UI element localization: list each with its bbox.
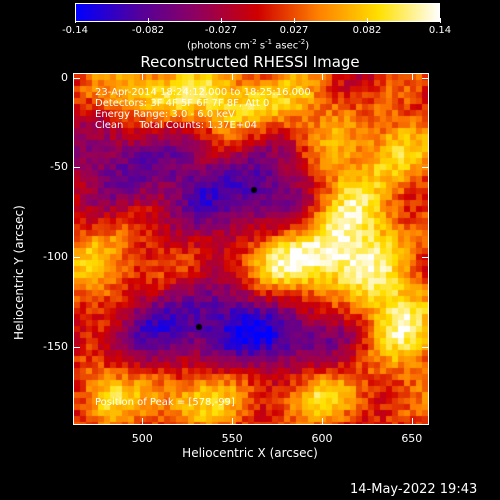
colorbar-tick-label: -0.14 — [62, 25, 88, 36]
colorbar-tick-label: -0.082 — [131, 25, 165, 36]
x-tick — [232, 418, 234, 424]
y-tick-label: 0 — [61, 70, 68, 84]
x-tick-top — [142, 74, 144, 80]
plot-title: Reconstructed RHESSI Image — [140, 53, 360, 71]
x-tick-label: 550 — [221, 432, 243, 445]
colorbar-tick-label: -0.027 — [204, 25, 238, 36]
colorbar — [75, 3, 440, 22]
colorbar-tick-label: 0.14 — [428, 25, 452, 36]
y-tick-label: -150 — [43, 339, 68, 353]
y-tick-right — [422, 77, 428, 79]
y-tick — [74, 167, 80, 169]
peak-position: Position of Peak = [578,-99] — [95, 397, 235, 408]
colorbar-tick — [221, 18, 222, 23]
colorbar-tick-label: 0.027 — [279, 25, 309, 36]
x-tick-top — [232, 74, 234, 80]
info-time-range: 23-Apr-2014 18:24:12.000 to 18:25:16.000 — [95, 87, 311, 98]
colorbar-tick — [148, 18, 149, 23]
timestamp: 14-May-2022 19:43 — [350, 482, 478, 497]
x-tick — [142, 418, 144, 424]
x-tick-label: 650 — [401, 432, 423, 445]
x-tick — [321, 418, 323, 424]
plot-frame — [73, 73, 429, 425]
x-tick-top — [411, 74, 413, 80]
info-energy-range: Energy Range: 3.0 - 6.0 keV — [95, 109, 235, 120]
colorbar-tick — [75, 18, 76, 23]
y-tick-right — [422, 167, 428, 169]
info-clean-counts: Clean Total Counts: 1.37E+04 — [95, 120, 257, 131]
x-tick — [411, 418, 413, 424]
colorbar-tick-label: 0.082 — [352, 25, 382, 36]
colorbar-units: (photons cm-2 s-1 asec-2) — [187, 38, 310, 52]
x-tick-label: 500 — [131, 432, 153, 445]
rhessi-image[interactable] — [74, 74, 428, 424]
x-tick-label: 600 — [311, 432, 333, 445]
colorbar-tick — [294, 18, 295, 23]
colorbar-tick — [440, 18, 441, 23]
colorbar-gradient — [75, 3, 440, 22]
x-axis-label: Heliocentric X (arcsec) — [182, 446, 318, 460]
x-tick-top — [321, 74, 323, 80]
y-tick-label: -50 — [50, 160, 68, 174]
y-tick-right — [422, 346, 428, 348]
colorbar-tick — [367, 18, 368, 23]
y-tick — [74, 346, 80, 348]
y-axis-label: Heliocentric Y (arcsec) — [12, 205, 26, 340]
y-tick-label: -100 — [43, 250, 68, 264]
y-tick — [74, 77, 80, 79]
y-tick — [74, 257, 80, 259]
y-tick-right — [422, 257, 428, 259]
info-detectors: Detectors: 3F 4F 5F 6F 7F 8F, Att 0 — [95, 98, 270, 109]
